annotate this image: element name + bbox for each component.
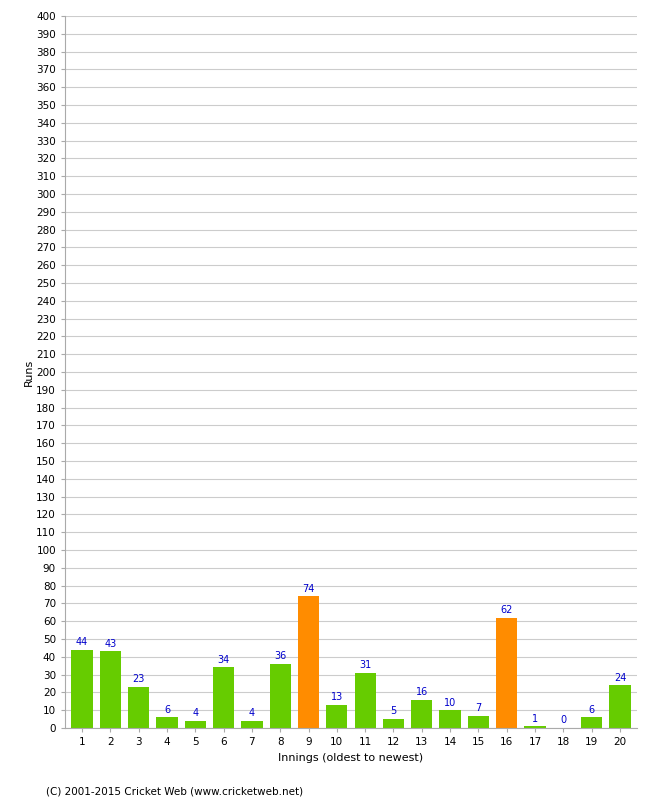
Bar <box>525 726 546 728</box>
Text: 6: 6 <box>589 705 595 714</box>
Text: 4: 4 <box>249 708 255 718</box>
Bar <box>72 650 92 728</box>
Bar <box>439 710 461 728</box>
Bar <box>270 664 291 728</box>
Text: 62: 62 <box>500 605 513 615</box>
Text: 44: 44 <box>76 637 88 647</box>
Bar <box>354 673 376 728</box>
X-axis label: Innings (oldest to newest): Innings (oldest to newest) <box>278 753 424 762</box>
Bar <box>383 719 404 728</box>
Text: 5: 5 <box>391 706 396 717</box>
Bar <box>298 596 319 728</box>
Bar <box>99 651 121 728</box>
Y-axis label: Runs: Runs <box>23 358 33 386</box>
Bar <box>468 715 489 728</box>
Text: (C) 2001-2015 Cricket Web (www.cricketweb.net): (C) 2001-2015 Cricket Web (www.cricketwe… <box>46 786 303 796</box>
Bar <box>185 721 206 728</box>
Text: 13: 13 <box>331 692 343 702</box>
Text: 7: 7 <box>475 703 482 713</box>
Text: 23: 23 <box>133 674 145 684</box>
Text: 24: 24 <box>614 673 626 682</box>
Text: 34: 34 <box>218 655 229 665</box>
Bar <box>128 687 150 728</box>
Text: 74: 74 <box>302 584 315 594</box>
Bar <box>411 699 432 728</box>
Text: 10: 10 <box>444 698 456 707</box>
Bar <box>496 618 517 728</box>
Bar <box>213 667 234 728</box>
Text: 6: 6 <box>164 705 170 714</box>
Text: 16: 16 <box>415 687 428 697</box>
Bar <box>156 718 177 728</box>
Bar <box>610 686 630 728</box>
Text: 0: 0 <box>560 715 566 726</box>
Bar <box>241 721 263 728</box>
Bar <box>326 705 348 728</box>
Text: 4: 4 <box>192 708 198 718</box>
Bar <box>581 718 603 728</box>
Text: 36: 36 <box>274 651 287 662</box>
Text: 1: 1 <box>532 714 538 723</box>
Text: 31: 31 <box>359 660 371 670</box>
Text: 43: 43 <box>104 638 116 649</box>
